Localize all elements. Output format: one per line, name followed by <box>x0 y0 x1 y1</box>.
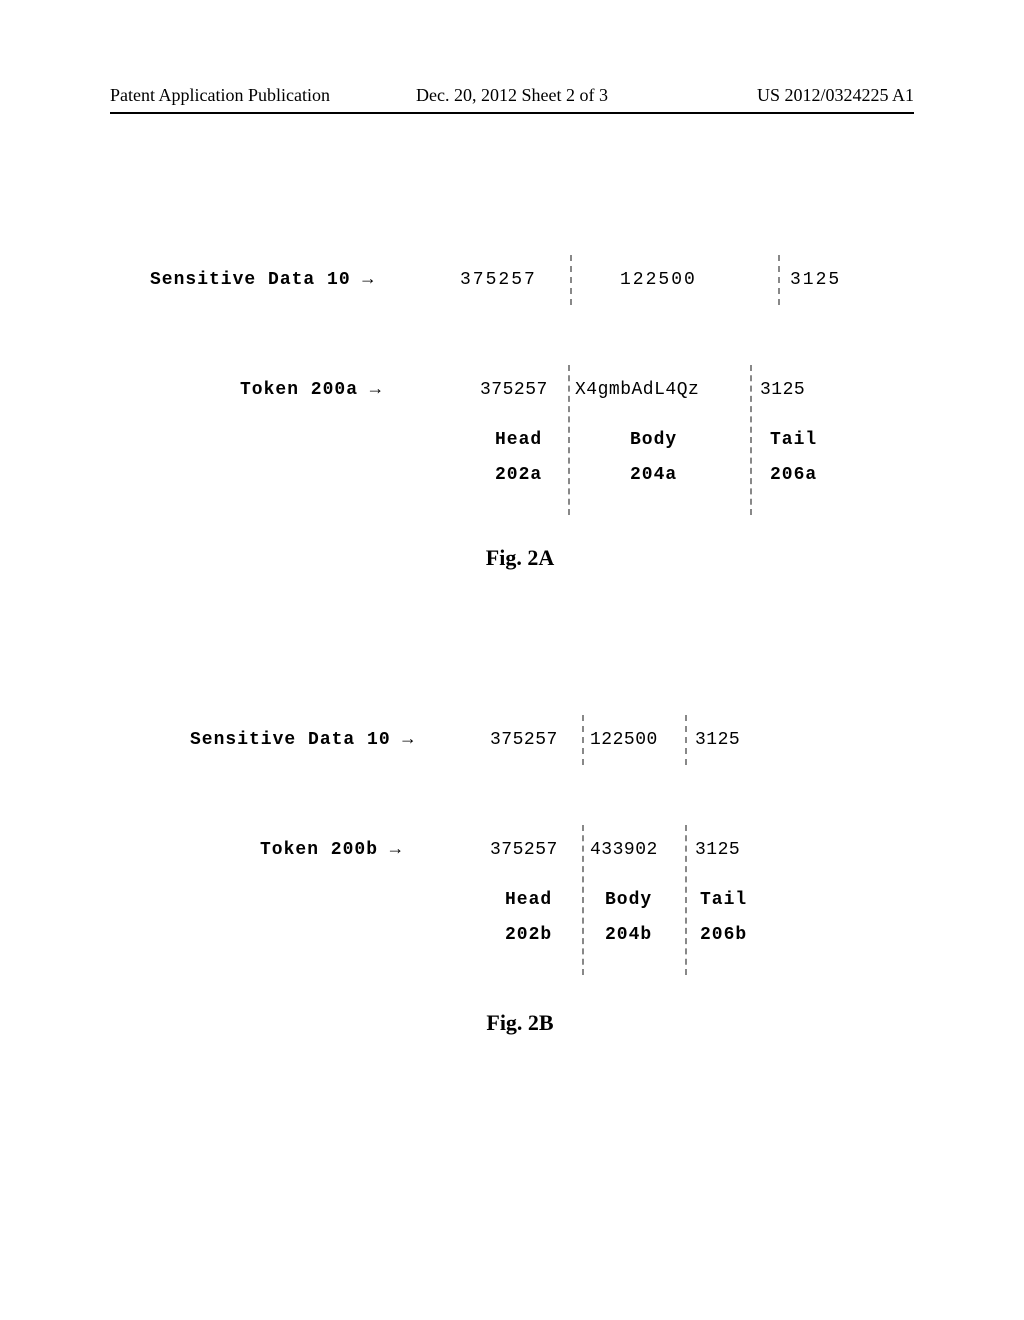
sensitive-tail-a: 3125 <box>790 270 841 290</box>
head-ref-a: 202a <box>495 465 542 485</box>
head-label-b: Head <box>505 890 552 910</box>
sensitive-body-b: 122500 <box>590 730 658 750</box>
tail-label-a: Tail <box>770 430 817 450</box>
dash-a-t1 <box>568 365 570 515</box>
header-right: US 2012/0324225 A1 <box>757 85 914 106</box>
token-label-a: Token 200a → <box>240 380 382 400</box>
sensitive-data-label-a: Sensitive Data 10 → <box>150 270 374 290</box>
dash-b-t1 <box>582 825 584 975</box>
token-label-b: Token 200b → <box>260 840 402 860</box>
dash-a-t2 <box>750 365 752 515</box>
body-ref-b: 204b <box>605 925 652 945</box>
header-rule <box>110 112 914 114</box>
token-head-a: 375257 <box>480 380 548 400</box>
figure-2b-caption: Fig. 2B <box>150 1010 890 1036</box>
dash-b-t2 <box>685 825 687 975</box>
dash-b-s1 <box>582 715 584 765</box>
body-label-a: Body <box>630 430 677 450</box>
tail-label-b: Tail <box>700 890 747 910</box>
sensitive-head-a: 375257 <box>460 270 537 290</box>
figure-2b: Sensitive Data 10 → 375257 122500 3125 T… <box>150 710 890 1050</box>
header-left: Patent Application Publication <box>110 85 330 106</box>
page-header: Patent Application Publication Dec. 20, … <box>110 85 914 106</box>
dash-a-s2 <box>778 255 780 305</box>
figure-2a-caption: Fig. 2A <box>150 545 890 571</box>
tail-ref-b: 206b <box>700 925 747 945</box>
head-label-a: Head <box>495 430 542 450</box>
token-body-a: X4gmbAdL4Qz <box>575 380 699 400</box>
token-tail-a: 3125 <box>760 380 805 400</box>
sensitive-head-b: 375257 <box>490 730 558 750</box>
body-ref-a: 204a <box>630 465 677 485</box>
body-label-b: Body <box>605 890 652 910</box>
token-tail-b: 3125 <box>695 840 740 860</box>
tail-ref-a: 206a <box>770 465 817 485</box>
dash-b-s2 <box>685 715 687 765</box>
head-ref-b: 202b <box>505 925 552 945</box>
token-body-b: 433902 <box>590 840 658 860</box>
sensitive-body-a: 122500 <box>620 270 697 290</box>
header-center: Dec. 20, 2012 Sheet 2 of 3 <box>416 85 608 106</box>
dash-a-s1 <box>570 255 572 305</box>
sensitive-data-label-b: Sensitive Data 10 → <box>190 730 414 750</box>
token-head-b: 375257 <box>490 840 558 860</box>
figure-2a: Sensitive Data 10 → 375257 122500 3125 T… <box>150 250 890 590</box>
sensitive-tail-b: 3125 <box>695 730 740 750</box>
